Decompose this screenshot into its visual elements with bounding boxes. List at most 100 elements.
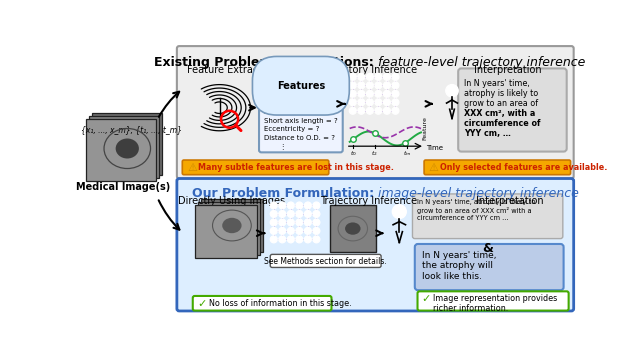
Circle shape <box>349 74 356 80</box>
Ellipse shape <box>222 218 241 233</box>
Circle shape <box>279 227 286 234</box>
FancyBboxPatch shape <box>86 119 156 181</box>
FancyBboxPatch shape <box>92 113 162 175</box>
Circle shape <box>349 90 356 97</box>
Circle shape <box>383 99 390 106</box>
Circle shape <box>296 227 303 234</box>
Text: $t_0$: $t_0$ <box>350 149 356 158</box>
Text: grow to an area of: grow to an area of <box>465 99 538 108</box>
Text: $t_m$: $t_m$ <box>403 149 411 158</box>
Circle shape <box>279 210 286 218</box>
Text: In N years' time, atrophy is likely to
grow to an area of XXX cm² with a
circumf: In N years' time, atrophy is likely to g… <box>417 199 536 220</box>
Circle shape <box>358 82 365 89</box>
Text: Interpretation: Interpretation <box>474 65 541 75</box>
Text: ✓: ✓ <box>197 298 206 309</box>
FancyBboxPatch shape <box>270 254 381 268</box>
Text: In N years' time,
the atrophy will
look like this.: In N years' time, the atrophy will look … <box>422 251 496 281</box>
Circle shape <box>287 236 294 243</box>
Text: Directly Using Images: Directly Using Images <box>179 196 285 206</box>
FancyBboxPatch shape <box>177 46 573 178</box>
Circle shape <box>375 74 382 80</box>
Circle shape <box>375 99 382 106</box>
Circle shape <box>358 74 365 80</box>
FancyBboxPatch shape <box>90 116 159 178</box>
FancyBboxPatch shape <box>330 206 376 252</box>
Text: atrophy is likely to: atrophy is likely to <box>465 89 539 98</box>
Text: $t_2$: $t_2$ <box>371 149 378 158</box>
Circle shape <box>383 107 390 114</box>
Circle shape <box>287 210 294 218</box>
FancyBboxPatch shape <box>193 296 332 310</box>
Text: Feature: Feature <box>422 117 428 140</box>
Circle shape <box>270 210 277 218</box>
Circle shape <box>305 227 311 234</box>
Ellipse shape <box>116 138 139 158</box>
Circle shape <box>296 219 303 226</box>
Circle shape <box>305 202 311 209</box>
Circle shape <box>270 236 277 243</box>
Circle shape <box>392 99 399 106</box>
Text: See Methods section for details.: See Methods section for details. <box>264 257 387 266</box>
Circle shape <box>366 99 373 106</box>
Circle shape <box>392 82 399 89</box>
Text: ⚠: ⚠ <box>429 163 439 173</box>
FancyBboxPatch shape <box>198 202 260 255</box>
FancyBboxPatch shape <box>182 160 329 175</box>
FancyBboxPatch shape <box>417 291 568 310</box>
Text: image-level trajectory inference: image-level trajectory inference <box>374 187 579 200</box>
FancyBboxPatch shape <box>424 160 571 175</box>
Circle shape <box>349 107 356 114</box>
Circle shape <box>349 99 356 106</box>
Text: Trajectory Inference: Trajectory Inference <box>321 65 418 75</box>
Circle shape <box>279 219 286 226</box>
Text: circumference of: circumference of <box>465 119 541 128</box>
Circle shape <box>349 82 356 89</box>
Circle shape <box>375 107 382 114</box>
Circle shape <box>446 84 458 97</box>
Circle shape <box>358 107 365 114</box>
Circle shape <box>392 107 399 114</box>
Circle shape <box>270 219 277 226</box>
Circle shape <box>392 90 399 97</box>
Circle shape <box>358 99 365 106</box>
Ellipse shape <box>345 222 360 235</box>
Text: Medical Image(s): Medical Image(s) <box>76 182 170 193</box>
Circle shape <box>358 90 365 97</box>
Circle shape <box>375 90 382 97</box>
Text: &: & <box>482 243 493 256</box>
Text: Image representation provides
richer information.: Image representation provides richer inf… <box>433 294 557 313</box>
Circle shape <box>313 210 320 218</box>
Circle shape <box>366 107 373 114</box>
Circle shape <box>296 210 303 218</box>
Circle shape <box>383 74 390 80</box>
Text: ⚠: ⚠ <box>187 163 197 173</box>
Circle shape <box>296 202 303 209</box>
FancyBboxPatch shape <box>415 244 564 290</box>
Circle shape <box>287 202 294 209</box>
Text: Interpretation: Interpretation <box>476 196 543 206</box>
FancyBboxPatch shape <box>458 68 566 152</box>
Circle shape <box>287 219 294 226</box>
Text: Trajectory Inference: Trajectory Inference <box>321 196 418 206</box>
Text: YYY cm, …: YYY cm, … <box>465 129 511 138</box>
Circle shape <box>383 90 390 97</box>
Text: feature-level trajectory inference: feature-level trajectory inference <box>374 56 585 69</box>
Circle shape <box>366 90 373 97</box>
Text: Feature Extraction: Feature Extraction <box>187 65 277 75</box>
Text: {x₁, ..., x_m}, {t₁, ..., t_m}: {x₁, ..., x_m}, {t₁, ..., t_m} <box>81 125 182 134</box>
FancyBboxPatch shape <box>412 194 563 239</box>
Circle shape <box>279 236 286 243</box>
FancyBboxPatch shape <box>195 206 257 258</box>
Text: XXX cm², with a: XXX cm², with a <box>465 109 536 118</box>
Text: In N years' time,: In N years' time, <box>465 79 530 88</box>
Text: Features: Features <box>276 81 325 91</box>
Circle shape <box>305 236 311 243</box>
FancyBboxPatch shape <box>201 199 263 252</box>
FancyBboxPatch shape <box>177 178 573 311</box>
Text: Existing Problem Formulations:: Existing Problem Formulations: <box>154 56 374 69</box>
Circle shape <box>313 219 320 226</box>
Text: ✓: ✓ <box>422 294 431 304</box>
Circle shape <box>305 210 311 218</box>
Circle shape <box>375 82 382 89</box>
Text: Many subtle features are lost in this stage.: Many subtle features are lost in this st… <box>198 163 394 172</box>
